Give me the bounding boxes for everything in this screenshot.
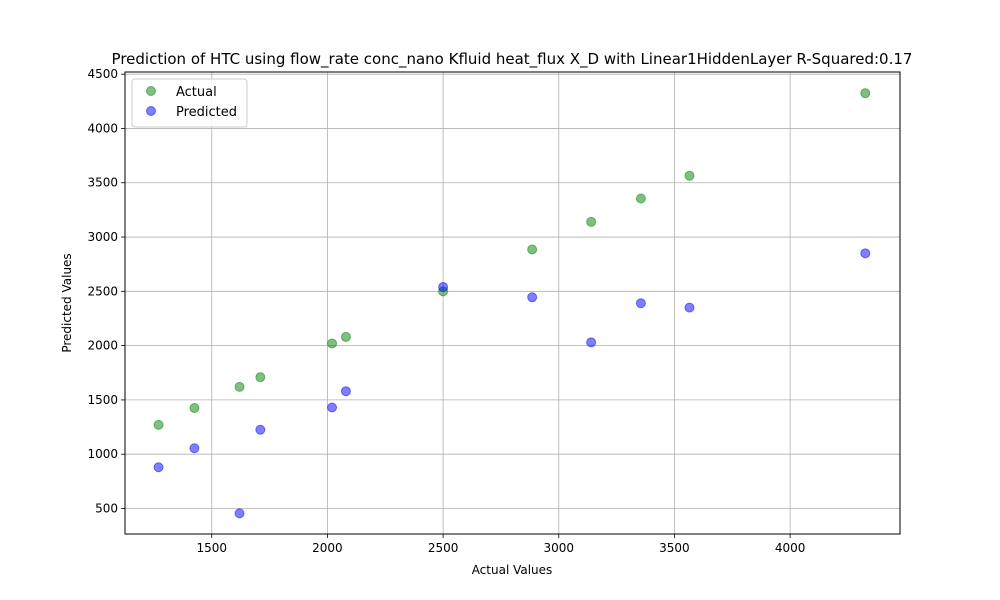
plot-area [125, 72, 900, 534]
x-tick-label: 4000 [775, 541, 806, 555]
actual-point [527, 244, 538, 255]
y-tick-label: 2500 [87, 284, 118, 298]
predicted-point [255, 424, 266, 435]
legend: Actual Predicted [131, 78, 248, 128]
y-tick-label: 4000 [87, 121, 118, 135]
y-tick-label: 2000 [87, 339, 118, 353]
y-tick-label: 3000 [87, 230, 118, 244]
predicted-point [586, 337, 597, 348]
legend-label-actual: Actual [176, 85, 217, 100]
x-axis-label: Actual Values [472, 563, 553, 577]
x-tick-label: 3000 [543, 541, 574, 555]
x-tick-label: 1500 [196, 541, 227, 555]
x-tick-label: 2500 [428, 541, 459, 555]
x-axis-ticks: 1500 2000 2500 3000 3500 4000 [196, 534, 805, 555]
y-axis-ticks: 500 1000 1500 2000 2500 3000 3500 4000 4500 [87, 67, 125, 515]
y-tick-label: 1000 [87, 447, 118, 461]
predicted-point [340, 386, 351, 397]
actual-point [635, 193, 646, 204]
actual-point [255, 372, 266, 383]
y-tick-label: 500 [95, 501, 118, 515]
predicted-point [635, 298, 646, 309]
actual-point [586, 216, 597, 227]
data-points [153, 88, 871, 519]
actual-point [234, 381, 245, 392]
legend-marker-predicted [146, 106, 156, 116]
actual-point [860, 88, 871, 99]
actual-point [327, 338, 338, 349]
predicted-point [527, 292, 538, 303]
actual-point [684, 170, 695, 181]
actual-point [153, 419, 164, 430]
y-tick-label: 1500 [87, 393, 118, 407]
legend-box [131, 78, 248, 128]
actual-point [340, 331, 351, 342]
x-tick-label: 3500 [659, 541, 690, 555]
y-axis-label: Predicted Values [60, 253, 74, 352]
predicted-point [684, 302, 695, 313]
chart-title: Prediction of HTC using flow_rate conc_n… [112, 50, 913, 69]
predicted-point [234, 508, 245, 519]
predicted-point [189, 443, 200, 454]
actual-point [189, 403, 200, 414]
plot-frame [124, 71, 901, 535]
predicted-point [153, 462, 164, 473]
x-tick-label: 2000 [312, 541, 343, 555]
grid-lines [125, 72, 900, 534]
predicted-point [327, 402, 338, 413]
y-tick-label: 4500 [87, 67, 118, 81]
legend-marker-actual [146, 86, 156, 96]
y-tick-label: 3500 [87, 176, 118, 190]
predicted-point [438, 281, 449, 292]
legend-label-predicted: Predicted [176, 105, 237, 120]
predicted-point [860, 248, 871, 259]
